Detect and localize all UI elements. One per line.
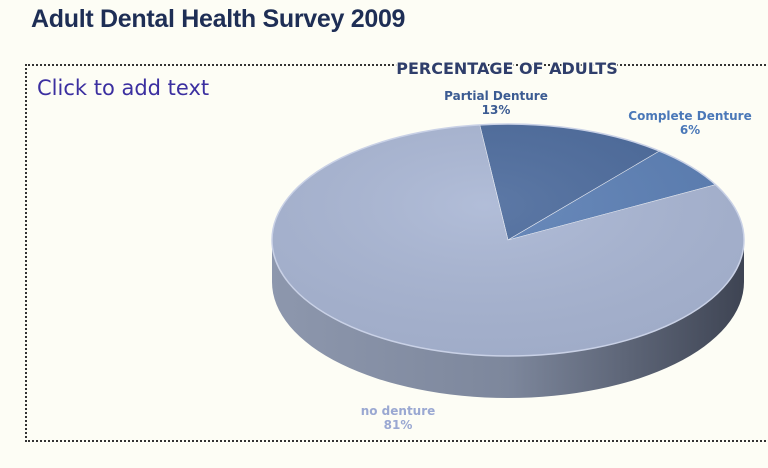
chart-title: PERCENTAGE OF ADULTS [396, 59, 617, 78]
label-no-denture-name: no denture [361, 404, 436, 418]
placeholder-text[interactable]: Click to add text [37, 76, 210, 100]
label-no-denture-value: 81% [384, 418, 413, 432]
label-partial-denture-value: 13% [482, 103, 511, 117]
text-placeholder-box[interactable] [25, 64, 768, 442]
slide-title: Adult Dental Health Survey 2009 [31, 5, 406, 33]
label-complete-denture-value: 6% [680, 123, 700, 137]
label-partial-denture-name: Partial Denture [444, 89, 548, 103]
pie-top-rim [271, 123, 745, 357]
label-complete-denture-name: Complete Denture [628, 109, 751, 123]
pie-side-wall [272, 240, 744, 398]
